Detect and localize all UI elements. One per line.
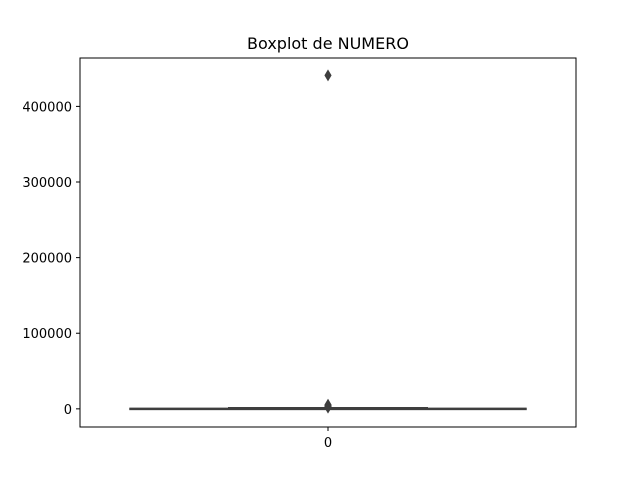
chart-title: Boxplot de NUMERO <box>247 34 409 53</box>
y-tick-label: 400000 <box>22 100 72 115</box>
y-tick-label: 0 <box>64 403 72 418</box>
x-tick-label: 0 <box>324 436 332 451</box>
outlier-point <box>324 401 332 414</box>
axes-frame <box>79 57 577 428</box>
y-tick-label: 200000 <box>22 252 72 267</box>
y-tick-label: 300000 <box>22 176 72 191</box>
outlier-point <box>324 69 332 82</box>
y-tick-label: 100000 <box>22 327 72 342</box>
plot-area: 0 100000 200000 300000 400000 0 <box>22 57 577 451</box>
